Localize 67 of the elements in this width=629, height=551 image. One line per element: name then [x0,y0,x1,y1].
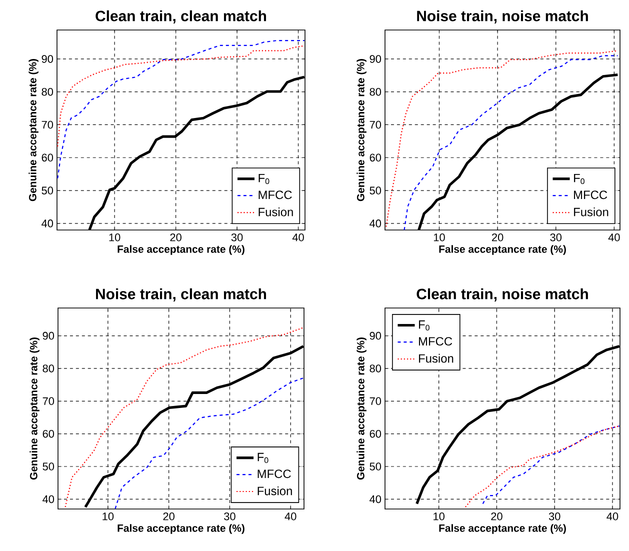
x-tick-label: 40 [284,512,296,520]
x-tick-label: 40 [608,234,620,242]
x-tick-label: 10 [109,234,120,242]
y-axis-title: Genuine acceptance rate (%) [356,338,366,480]
y-tick-label: 70 [42,120,54,129]
x-tick-label: 20 [163,512,174,520]
legend-label: Fusion [258,207,293,216]
legend-label: F$_{0}$ [258,452,268,464]
y-axis-title: Genuine acceptance rate (%) [356,59,366,202]
legend-label: F$_{0}$ [419,320,430,330]
legend-label: MFCC [574,190,608,200]
y-tick-label: 90 [42,332,54,340]
y-tick-label: 40 [370,495,382,504]
chart-title: Noise train, noise match [417,10,588,24]
legend-label: F$_{0}$ [258,174,270,184]
x-axis-title: False acceptance rate (%) [439,245,566,255]
x-tick-label: 30 [224,512,236,520]
x-tick-label: 30 [548,512,560,520]
chart-title: Clean train, clean match [96,10,266,24]
y-tick-label: 80 [42,88,54,96]
y-axis-title: Genuine acceptance rate (%) [28,59,38,202]
legend-label: F$_{0}$ [574,174,584,184]
y-tick-label: 70 [42,397,54,406]
y-tick-label: 60 [42,430,54,438]
legend-label: MFCC [419,337,452,346]
y-axis-title: Genuine acceptance rate (%) [30,338,40,480]
y-tick-label: 70 [370,120,382,129]
y-tick-label: 80 [370,88,382,96]
x-tick-label: 40 [292,234,304,242]
legend-label: Fusion [419,354,454,363]
x-axis-title: False acceptance rate (%) [118,245,244,255]
x-tick-label: 30 [231,234,243,242]
y-tick-label: 80 [370,364,382,372]
y-tick-label: 60 [370,430,382,438]
y-tick-label: 60 [370,154,382,162]
y-tick-label: 40 [42,495,54,504]
line-series [64,327,304,508]
x-tick-label: 40 [606,512,618,520]
y-tick-label: 90 [42,55,54,63]
x-tick-label: 30 [550,234,562,242]
legend-label: MFCC [258,470,291,478]
x-tick-label: 10 [102,512,114,520]
y-tick-label: 70 [370,397,382,406]
y-tick-label: 60 [42,154,54,162]
y-tick-label: 50 [42,462,54,470]
y-tick-label: 80 [42,364,54,372]
y-tick-label: 40 [42,220,54,228]
y-tick-label: 50 [42,186,54,194]
chart-title: Clean train, noise match [416,288,588,302]
legend-label: Fusion [574,207,608,216]
line-series [57,45,305,147]
y-tick-label: 50 [370,186,382,194]
y-tick-label: 90 [370,55,382,63]
x-tick-label: 10 [434,512,444,520]
legend-label: Fusion [258,486,292,496]
x-tick-label: 10 [434,234,445,242]
x-tick-label: 20 [492,234,504,242]
x-tick-label: 20 [170,234,182,242]
chart-title: Noise train, clean match [96,288,266,302]
line-series [114,377,304,509]
y-tick-label: 50 [370,462,382,470]
legend-label: MFCC [258,190,292,200]
y-tick-label: 40 [370,220,382,228]
x-tick-label: 20 [491,512,502,520]
x-axis-title: False acceptance rate (%) [118,524,244,534]
x-axis-title: False acceptance rate (%) [439,524,566,534]
y-tick-label: 90 [370,332,382,340]
